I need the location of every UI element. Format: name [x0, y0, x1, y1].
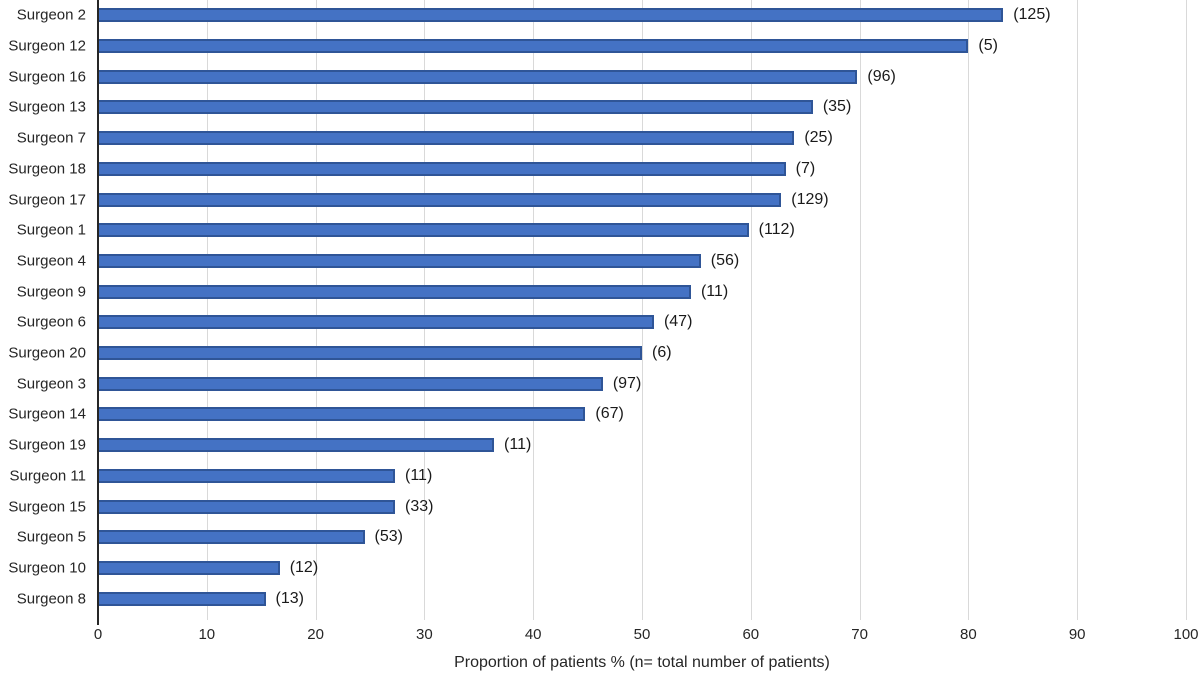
bar [98, 560, 280, 575]
bar [98, 192, 782, 207]
x-tick-label-0: 0 [93, 626, 103, 643]
bar-value-label: (6) [652, 344, 672, 362]
bar-value-label: (25) [804, 129, 833, 147]
y-axis-line [97, 0, 99, 625]
category-label: Surgeon 19 [8, 436, 86, 454]
bar [98, 161, 786, 176]
x-tick-label-80: 80 [960, 626, 977, 643]
bar-value-label: (7) [795, 159, 816, 177]
gridline-x-70 [859, 0, 861, 620]
bar [98, 315, 654, 330]
gridline-x-90 [1077, 0, 1079, 620]
x-tick-label-20: 20 [307, 626, 324, 643]
bar-value-label: (33) [405, 497, 434, 515]
bar [98, 468, 396, 483]
bar [98, 8, 1004, 23]
bar [98, 499, 396, 514]
category-label: Surgeon 16 [8, 68, 86, 86]
bar [98, 223, 749, 238]
gridline-x-10 [206, 0, 208, 620]
x-axis-title: Proportion of patients % (n= total numbe… [454, 654, 830, 671]
bar-value-label: (11) [504, 436, 532, 454]
bar-value-label: (112) [758, 221, 795, 239]
gridline-x-100 [1186, 0, 1187, 620]
category-label: Surgeon 11 [9, 467, 86, 485]
x-tick-label-40: 40 [524, 626, 542, 643]
category-label: Surgeon 4 [16, 252, 86, 270]
category-label: Surgeon 14 [8, 405, 86, 423]
category-label: Surgeon 2 [16, 6, 86, 24]
bar-value-label: (97) [612, 374, 642, 392]
bar [98, 284, 691, 299]
category-label: Surgeon 15 [8, 498, 86, 516]
bar [98, 69, 858, 84]
bar [98, 438, 495, 453]
x-tick-label-90: 90 [1068, 626, 1086, 643]
bar-value-label: (12) [289, 558, 319, 576]
bar [98, 530, 365, 545]
gridline-x-30 [424, 0, 426, 620]
x-tick-label-30: 30 [416, 626, 433, 643]
x-tick-label-10: 10 [198, 626, 216, 643]
category-label: Surgeon 3 [16, 375, 86, 393]
category-label: Surgeon 1 [16, 221, 86, 239]
category-label: Surgeon 8 [16, 590, 86, 608]
category-label: Surgeon 18 [8, 160, 86, 178]
bar [98, 131, 795, 146]
x-axis-ticks: 0 10 20 30 40 50 60 70 80 90 100 [94, 626, 1199, 646]
bar [98, 39, 969, 54]
bar [98, 376, 603, 391]
category-label: Surgeon 10 [8, 559, 86, 577]
category-label: Surgeon 20 [8, 344, 86, 362]
bar-value-label: (5) [978, 37, 998, 55]
bar [98, 591, 266, 606]
y-axis-labels: Surgeon 2 Surgeon 12 Surgeon 16 Surgeon 13 S… [0, 0, 86, 614]
bar-value-label: (129) [791, 190, 829, 208]
x-tick-label-70: 70 [851, 626, 868, 643]
gridline-x-20 [315, 0, 317, 620]
category-label: Surgeon 17 [8, 191, 86, 209]
category-label: Surgeon 13 [8, 98, 86, 116]
plot-area: (125) (5) (96) (35) (25) (7) (129) (112) (56) (11… [97, 0, 1187, 625]
category-label: Surgeon 6 [16, 313, 86, 331]
gridline-x-40 [533, 0, 535, 620]
gridline-x-60 [750, 0, 752, 620]
gridline-x-50 [642, 0, 643, 620]
bar [98, 100, 813, 115]
x-tick-label-100: 100 [1173, 626, 1199, 643]
x-tick-label-60: 60 [742, 626, 760, 643]
bar-value-label: (125) [1013, 6, 1051, 24]
bar-value-label: (53) [374, 528, 403, 546]
category-label: Surgeon 9 [16, 283, 86, 301]
bar [98, 253, 701, 268]
gridline-x-80 [968, 0, 970, 620]
category-label: Surgeon 5 [16, 528, 86, 546]
bar [98, 407, 586, 422]
bar-value-label: (96) [867, 67, 896, 85]
bar [98, 346, 642, 361]
bar-value-label: (67) [595, 405, 624, 423]
category-label: Surgeon 7 [16, 129, 86, 147]
category-label: Surgeon 12 [8, 37, 86, 55]
bar-value-label: (13) [275, 589, 304, 607]
bar-value-label: (11) [700, 282, 729, 300]
bar-value-label: (56) [710, 251, 740, 269]
bar-value-label: (11) [405, 466, 433, 484]
x-tick-label-50: 50 [633, 626, 651, 643]
bar-value-label: (35) [822, 98, 852, 116]
bar-value-label: (47) [663, 313, 693, 331]
